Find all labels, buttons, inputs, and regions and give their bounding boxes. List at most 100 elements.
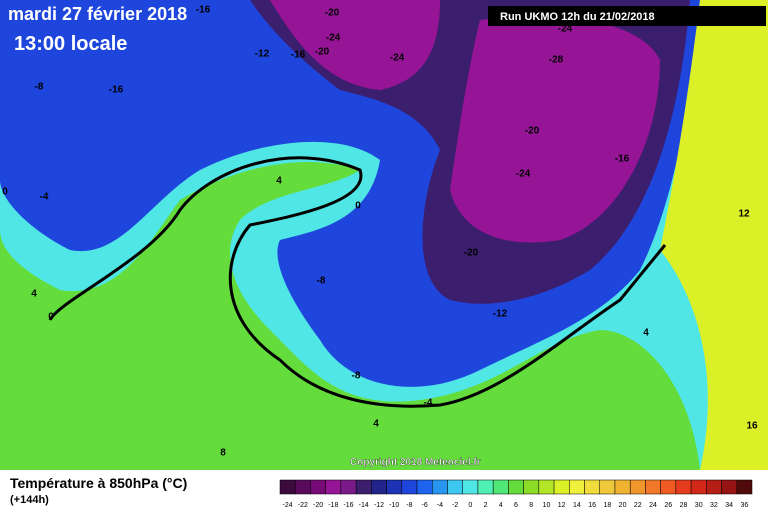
copyright: Copyright 2018 Meteociel.fr bbox=[350, 457, 481, 468]
legend-swatch bbox=[386, 479, 403, 495]
legend-swatch bbox=[310, 479, 326, 495]
zero-isotherm bbox=[48, 156, 667, 408]
legend-swatch bbox=[279, 479, 296, 495]
contour-label: 0 bbox=[355, 201, 361, 212]
legend-tick: 36 bbox=[740, 502, 748, 509]
contour-label: 4 bbox=[373, 419, 379, 430]
legend-tick: -6 bbox=[422, 502, 428, 509]
legend-tick: 20 bbox=[619, 502, 627, 509]
contour-label: -12 bbox=[255, 49, 270, 60]
contour-label: -20 bbox=[525, 126, 540, 137]
legend-swatch bbox=[447, 479, 463, 495]
contour-label: -16 bbox=[291, 50, 306, 61]
legend-swatch bbox=[675, 479, 692, 495]
legend-tick: 28 bbox=[680, 502, 688, 509]
legend-swatch bbox=[325, 479, 342, 495]
warm-region bbox=[660, 0, 768, 470]
coldest-region bbox=[270, 0, 660, 243]
legend-tick: 16 bbox=[588, 502, 596, 509]
legend-swatch bbox=[538, 479, 555, 495]
legend-swatch bbox=[523, 479, 540, 495]
contour-label: -8 bbox=[35, 82, 44, 93]
legend-swatch bbox=[432, 479, 448, 495]
legend-tick: 30 bbox=[695, 502, 703, 509]
legend-swatch bbox=[508, 479, 524, 495]
contour-label: -8 bbox=[352, 371, 361, 382]
legend-swatch bbox=[492, 479, 509, 495]
contour-label: -24 bbox=[516, 169, 531, 180]
legend-tick: 32 bbox=[710, 502, 718, 509]
legend-tick: 24 bbox=[649, 502, 657, 509]
legend-swatch bbox=[355, 479, 372, 495]
contour-label: -24 bbox=[558, 24, 573, 35]
contour-label: -20 bbox=[315, 47, 330, 58]
legend-swatch bbox=[553, 479, 570, 495]
legend-tick: -20 bbox=[313, 502, 323, 509]
footer-title: Température à 850hPa (°C) bbox=[10, 475, 187, 491]
contour-label: 4 bbox=[643, 328, 649, 339]
legend-swatch bbox=[477, 479, 494, 495]
legend-tick: -2 bbox=[452, 502, 458, 509]
contour-label: 4 bbox=[276, 176, 282, 187]
legend-tick: -10 bbox=[389, 502, 399, 509]
legend-tick: 12 bbox=[558, 502, 566, 509]
legend-swatch bbox=[599, 479, 616, 495]
contour-label: 0 bbox=[48, 312, 54, 323]
legend-tick: 0 bbox=[468, 502, 472, 509]
legend-tick: -22 bbox=[298, 502, 308, 509]
legend-tick: 22 bbox=[634, 502, 642, 509]
contour-label: -20 bbox=[325, 8, 340, 19]
legend-swatch bbox=[736, 479, 753, 495]
contour-label: 8 bbox=[220, 448, 226, 459]
legend-swatch bbox=[371, 479, 387, 495]
legend-swatch bbox=[645, 479, 661, 495]
contour-label: -28 bbox=[549, 55, 564, 66]
legend-swatch bbox=[401, 479, 418, 495]
contour-label: -24 bbox=[390, 53, 405, 64]
legend-tick: -16 bbox=[343, 502, 353, 509]
contour-label: -4 bbox=[40, 192, 49, 203]
footer-lead: (+144h) bbox=[10, 494, 49, 506]
legend-tick: 2 bbox=[484, 502, 488, 509]
contour-label: -24 bbox=[326, 33, 341, 44]
legend-swatch bbox=[340, 479, 357, 495]
legend-tick: 34 bbox=[725, 502, 733, 509]
contour-label: -8 bbox=[317, 276, 326, 287]
run-label: Run UKMO 12h du 21/02/2018 bbox=[500, 11, 655, 23]
legend-tick: 10 bbox=[543, 502, 551, 509]
contour-label: -16 bbox=[109, 85, 124, 96]
contour-label: 16 bbox=[746, 421, 758, 432]
legend-tick: -12 bbox=[374, 502, 384, 509]
time-label: 13:00 locale bbox=[14, 33, 127, 55]
legend-swatch bbox=[416, 479, 433, 495]
contour-label: -4 bbox=[424, 398, 433, 409]
legend-tick: 14 bbox=[573, 502, 581, 509]
legend-swatch bbox=[462, 479, 479, 495]
legend-tick: -8 bbox=[406, 502, 412, 509]
contour-label: 12 bbox=[738, 209, 750, 220]
legend-swatch bbox=[706, 479, 722, 495]
contour-label: 0 bbox=[2, 187, 8, 198]
contour-label: -16 bbox=[196, 5, 211, 16]
legend-swatch bbox=[294, 479, 311, 495]
legend-tick: 6 bbox=[514, 502, 518, 509]
date-label: mardi 27 février 2018 bbox=[8, 4, 187, 24]
legend-tick: -4 bbox=[437, 502, 443, 509]
contour-label: -20 bbox=[464, 248, 479, 259]
legend-swatch bbox=[660, 479, 677, 495]
legend-swatch bbox=[614, 479, 631, 495]
legend-swatch bbox=[584, 479, 600, 495]
contour-label: -12 bbox=[493, 309, 508, 320]
legend-swatch bbox=[721, 479, 738, 495]
contour-label: -16 bbox=[615, 154, 630, 165]
legend-tick: -18 bbox=[328, 502, 338, 509]
legend-swatch bbox=[629, 479, 646, 495]
legend-swatch bbox=[569, 479, 585, 495]
legend-swatch bbox=[690, 479, 707, 495]
legend-tick: 4 bbox=[499, 502, 503, 509]
legend-tick: -14 bbox=[359, 502, 369, 509]
run-box bbox=[488, 6, 766, 26]
legend-tick: 18 bbox=[603, 502, 611, 509]
contour-label: 4 bbox=[31, 289, 37, 300]
